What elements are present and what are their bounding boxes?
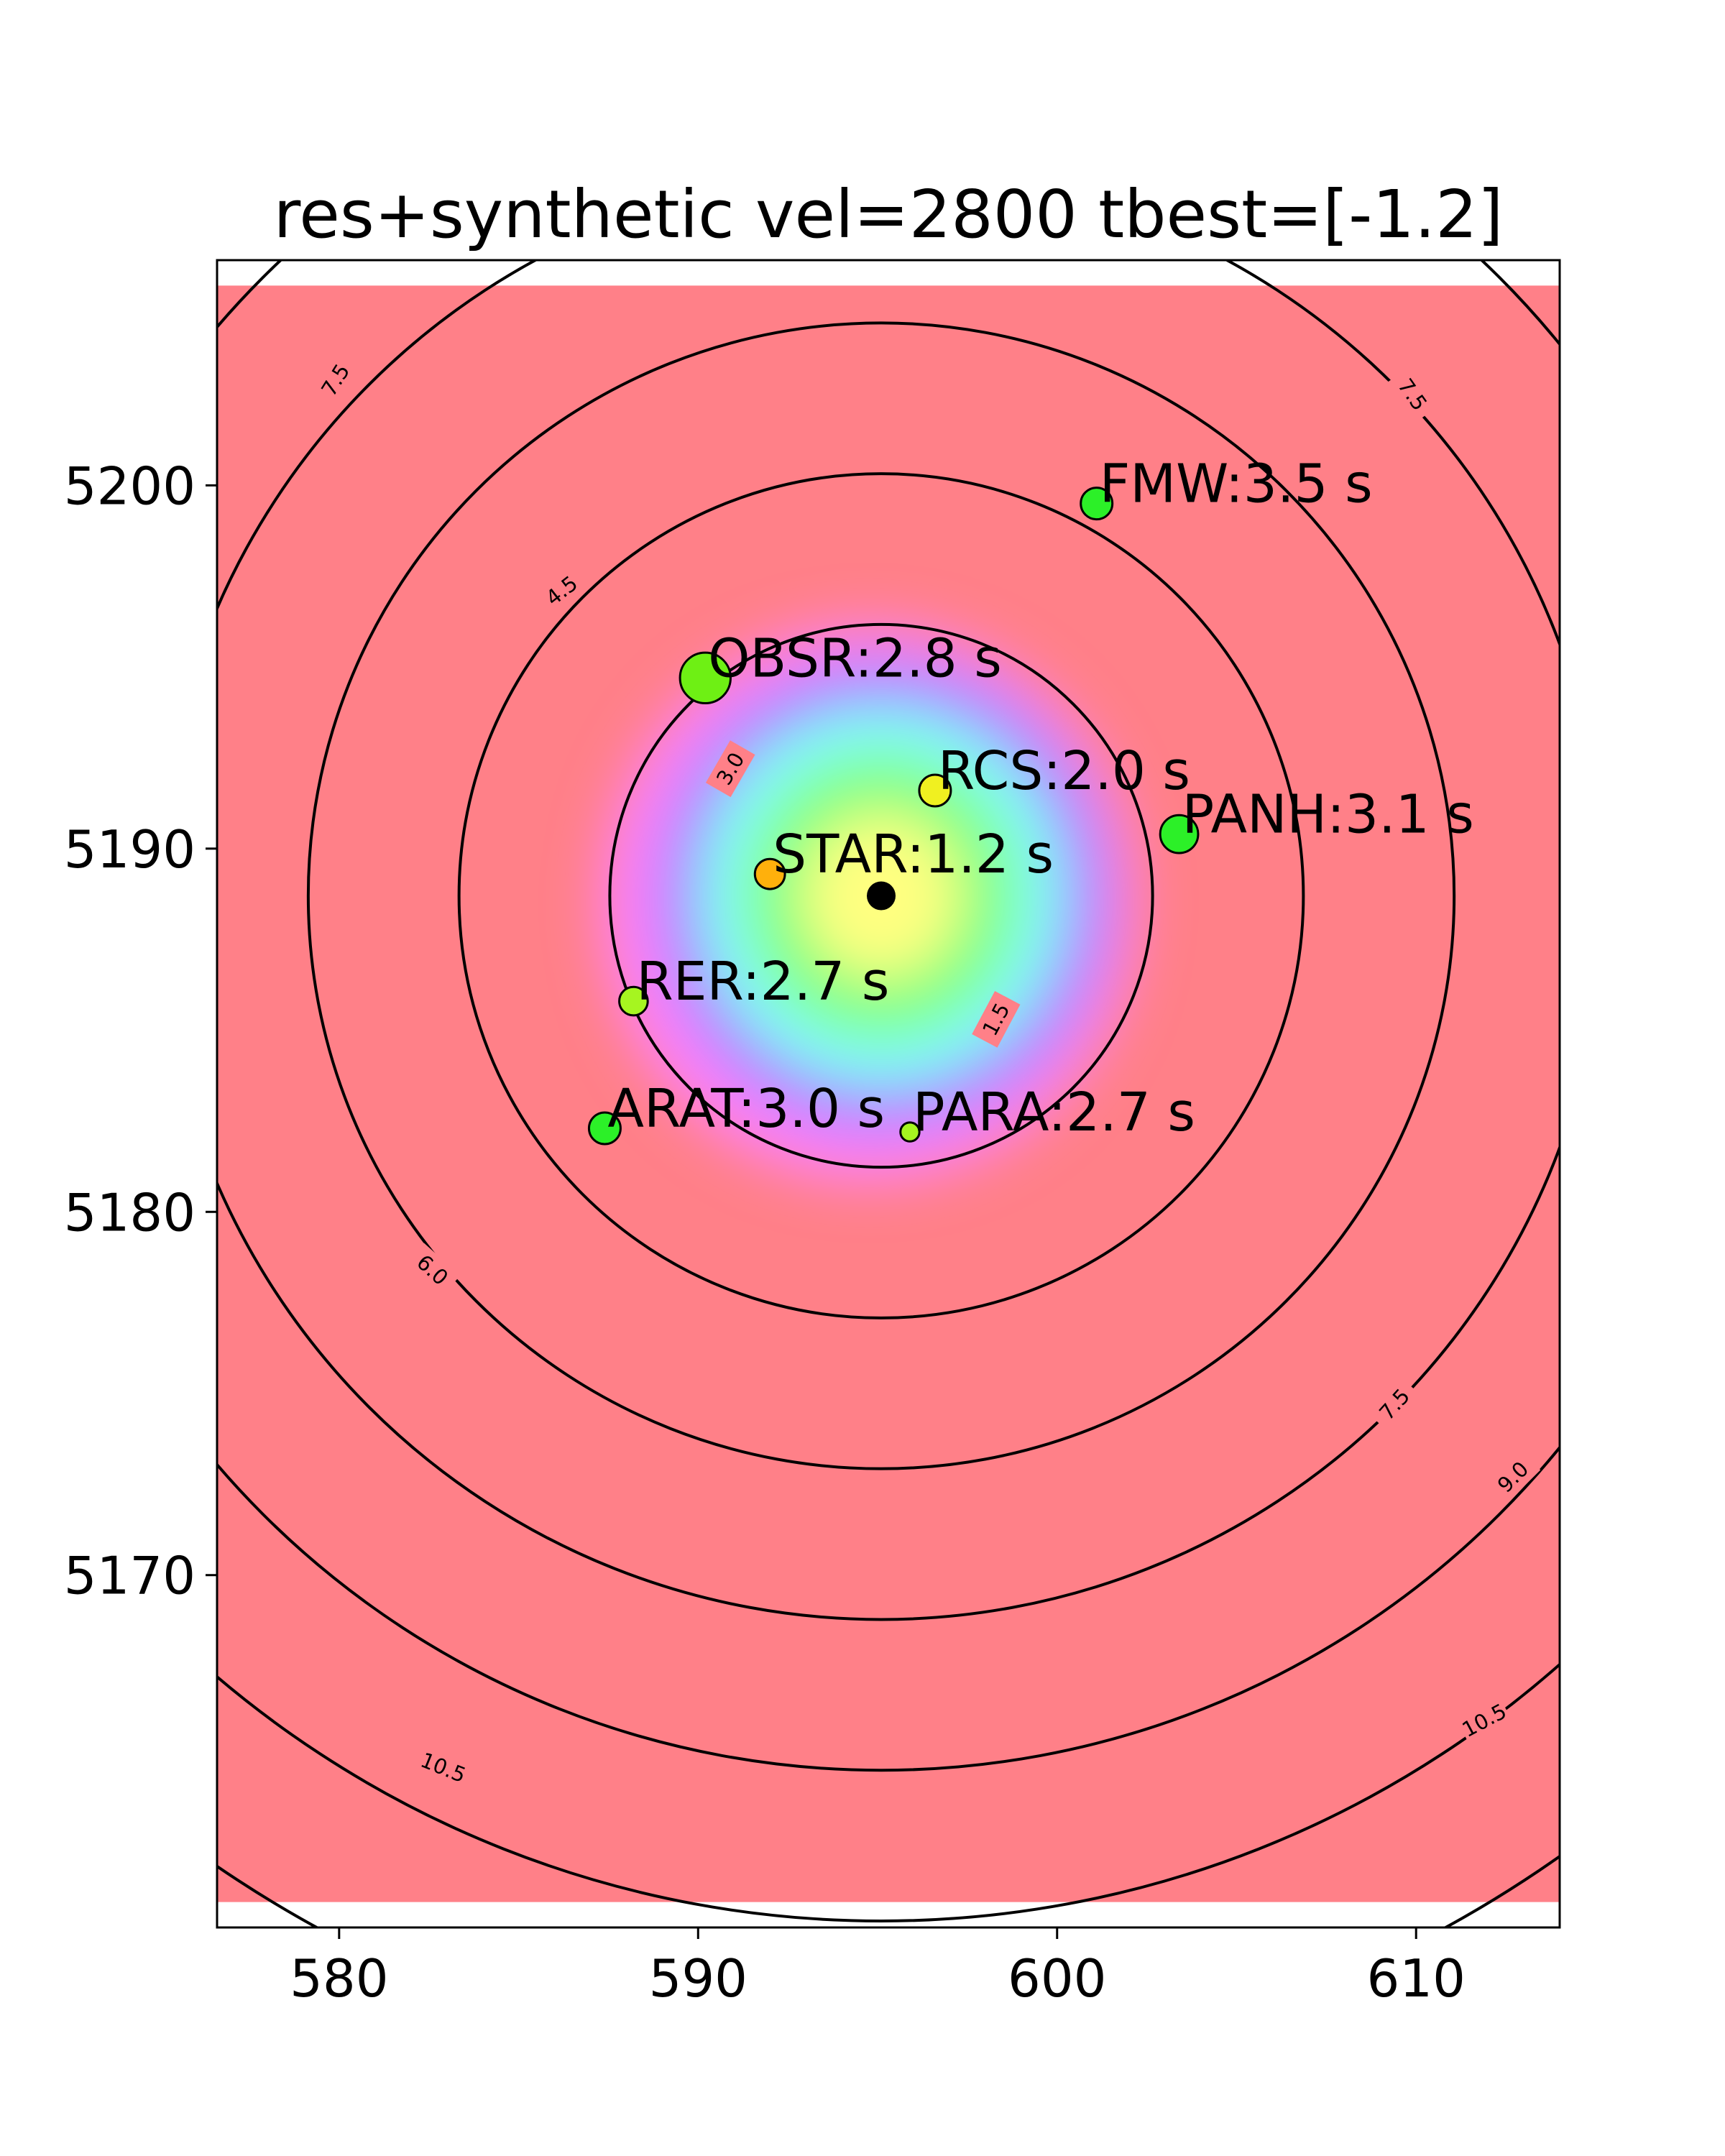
chart-title: res+synthetic vel=2800 tbest=[-1.2] [273, 176, 1503, 253]
station-marker [753, 857, 786, 890]
contour-lines [217, 260, 1560, 1927]
station-star: STAR:1.2 s [753, 824, 1054, 890]
contour-1.5 [608, 622, 1154, 1169]
station-marker [918, 773, 952, 808]
station-label: ARAT:3.0 s [607, 1078, 885, 1140]
contour-7.5 [217, 260, 1560, 1772]
contour-4.5 [306, 321, 1456, 1470]
x-axis: 580 590 600 610 [290, 1927, 1466, 2009]
y-tick-label: 5180 [64, 1182, 196, 1243]
y-tick-label: 5190 [64, 819, 196, 880]
station-rer: RER:2.7 s [618, 951, 889, 1017]
contour-6 [217, 260, 1560, 1621]
contour-label-bg [1485, 1450, 1541, 1505]
y-tick-label: 5200 [64, 456, 196, 516]
y-tick-label: 5170 [64, 1546, 196, 1606]
contour-label-bg [310, 351, 361, 409]
contour-label-bg [1386, 366, 1439, 423]
station-fmw: FMW:3.5 s [1080, 453, 1373, 521]
station-label: PANH:3.1 s [1182, 784, 1474, 846]
station-marker [587, 1111, 622, 1146]
station-marker [618, 985, 649, 1017]
x-tick-label: 610 [1366, 1948, 1465, 2009]
contour-label-bg [705, 740, 755, 798]
station-panh: PANH:3.1 s [1159, 784, 1474, 854]
contour-9 [217, 1662, 1560, 1922]
x-tick-label: 580 [290, 1948, 388, 2009]
station-label: PARA:2.7 s [913, 1082, 1195, 1143]
source-layer [867, 881, 896, 911]
station-label: FMW:3.5 s [1100, 453, 1373, 515]
station-label: STAR:1.2 s [773, 824, 1054, 885]
station-marker [678, 651, 732, 704]
station-marker [1080, 487, 1114, 521]
station-label: RER:2.7 s [636, 951, 889, 1013]
contour-label-bg [415, 1745, 472, 1790]
contour-label-bg [405, 1243, 461, 1297]
plot-frame [216, 259, 1561, 1929]
contour-label-bg [1455, 1696, 1513, 1745]
station-rcs: RCS:2.0 s [918, 740, 1190, 808]
station-arat: ARAT:3.0 s [587, 1078, 885, 1146]
contour-labels: 1.53.04.56.07.5 7.57.59.010.510.5 [310, 351, 1541, 1790]
contour-label-bg [1367, 1376, 1422, 1432]
station-label: OBSR:2.8 s [708, 627, 1002, 689]
station-marker [899, 1121, 921, 1143]
source-marker [867, 881, 896, 911]
station-marker [1159, 814, 1200, 854]
contour-3 [457, 472, 1305, 1319]
plot-area: 1.53.04.56.07.5 7.57.59.010.510.5 FMW:3.5… [217, 260, 1560, 1927]
contour-label-bg [972, 990, 1021, 1048]
y-axis: 5170 5180 5190 5200 [64, 456, 217, 1606]
x-tick-label: 590 [649, 1948, 748, 2009]
contour-label-bg [533, 564, 590, 617]
station-label: RCS:2.0 s [938, 740, 1190, 802]
station-para: PARA:2.7 s [899, 1082, 1195, 1143]
station-obsr: OBSR:2.8 s [678, 627, 1002, 704]
x-tick-label: 600 [1008, 1948, 1106, 2009]
